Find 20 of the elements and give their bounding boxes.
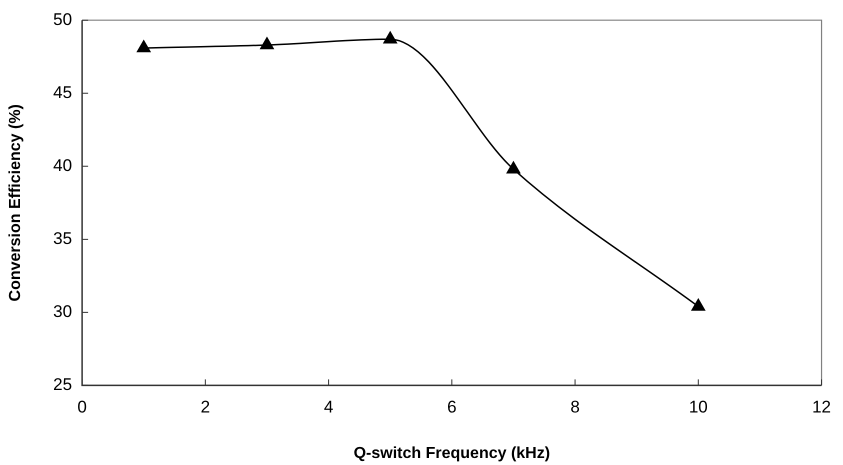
point (691, 298, 706, 311)
x-tick-label: 4 (324, 397, 334, 416)
point (136, 40, 151, 52)
y-axis-title: Conversion Efficiency (%) (7, 104, 24, 302)
x-tick-label: 0 (77, 397, 87, 416)
y-tick-label: 40 (53, 156, 72, 175)
point (260, 37, 274, 50)
y-tick-label: 45 (53, 82, 72, 102)
y-tick-label: 25 (53, 375, 72, 394)
point (383, 31, 398, 44)
x-tick-label: 10 (688, 397, 708, 416)
x-tick-label: 8 (570, 397, 580, 416)
x-tick-label: 12 (812, 397, 832, 416)
x-tick-label: 6 (447, 397, 457, 416)
x-tick-label: 2 (200, 397, 210, 416)
y-tick-label: 30 (53, 302, 72, 322)
y-tick-label: 35 (53, 229, 72, 248)
point (506, 161, 520, 174)
y-tick-label: 50 (53, 10, 72, 29)
x-axis-title: Q-switch Frequency (kHz) (354, 444, 550, 462)
